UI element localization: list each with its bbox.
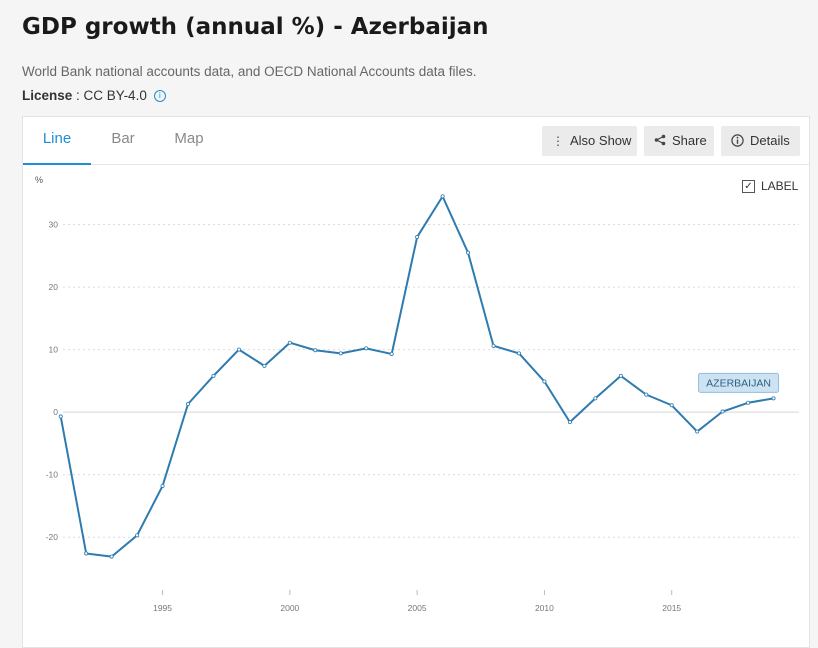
- data-point: [389, 351, 394, 356]
- also-show-button[interactable]: ⋮ Also Show: [542, 126, 637, 156]
- data-point: [618, 373, 623, 378]
- data-point: [695, 429, 700, 434]
- x-tick-label: 2000: [280, 603, 299, 613]
- details-button[interactable]: Details: [721, 126, 800, 156]
- page-title: GDP growth (annual %) - Azerbaijan: [22, 14, 489, 40]
- data-point: [262, 363, 267, 368]
- data-point: [542, 379, 547, 384]
- y-tick-label: 0: [53, 407, 58, 417]
- data-point: [211, 373, 216, 378]
- label-toggle-text: LABEL: [761, 179, 799, 193]
- info-circle-icon: [731, 126, 744, 156]
- license-line: License : CC BY-4.0 i: [22, 88, 166, 103]
- data-point: [415, 235, 420, 240]
- data-point: [236, 347, 241, 352]
- data-point: [746, 400, 751, 405]
- data-point: [364, 346, 369, 351]
- data-point: [109, 554, 114, 559]
- data-point: [186, 402, 191, 407]
- tab-bar: Line Bar Map ⋮ Also Show Share: [23, 117, 809, 165]
- x-tick-label: 2010: [535, 603, 554, 613]
- label-checkbox[interactable]: ✓: [742, 179, 755, 193]
- y-tick-label: 20: [49, 282, 59, 292]
- source-note: World Bank national accounts data, and O…: [22, 64, 477, 79]
- y-axis-unit-label: %: [35, 175, 43, 185]
- data-point: [160, 483, 165, 488]
- license-label: License: [22, 88, 73, 103]
- x-tick-label: 2005: [408, 603, 427, 613]
- x-tick-label: 2015: [662, 603, 681, 613]
- y-tick-label: 10: [49, 345, 59, 355]
- data-point: [771, 396, 776, 401]
- license-separator: :: [72, 88, 84, 103]
- series-line: [59, 195, 774, 558]
- y-tick-label: -20: [46, 532, 59, 542]
- also-show-label: Also Show: [570, 133, 632, 148]
- data-point: [593, 396, 598, 401]
- data-point: [440, 194, 445, 199]
- data-point: [720, 409, 725, 414]
- label-toggle[interactable]: ✓ LABEL: [742, 179, 798, 193]
- data-point: [466, 250, 471, 255]
- series-label-badge: [698, 372, 780, 393]
- tab-map[interactable]: Map: [174, 130, 204, 147]
- y-tick-label: 30: [49, 220, 59, 230]
- tab-line[interactable]: Line: [23, 117, 91, 165]
- data-point: [287, 340, 292, 345]
- data-point: [491, 343, 496, 348]
- y-tick-label: -10: [46, 470, 59, 480]
- info-icon[interactable]: i: [153, 89, 166, 102]
- data-point: [644, 392, 649, 397]
- data-point: [567, 420, 572, 425]
- data-point: [313, 348, 318, 353]
- data-point: [516, 351, 521, 356]
- license-value: CC BY-4.0: [83, 88, 147, 103]
- share-button[interactable]: Share: [644, 126, 714, 156]
- x-tick-label: 1995: [153, 603, 172, 613]
- data-point: [338, 351, 343, 356]
- chart-panel: Line Bar Map ⋮ Also Show Share: [22, 116, 810, 648]
- kebab-icon: ⋮: [552, 134, 564, 148]
- details-label: Details: [750, 133, 790, 148]
- share-label: Share: [672, 133, 707, 148]
- data-point: [669, 403, 674, 408]
- tab-bar-chart[interactable]: Bar: [111, 130, 135, 147]
- series-label: AZERBAIJAN: [706, 377, 771, 389]
- share-icon: [654, 126, 666, 156]
- data-point: [135, 533, 140, 538]
- data-point: [84, 551, 89, 556]
- data-point: [58, 414, 63, 419]
